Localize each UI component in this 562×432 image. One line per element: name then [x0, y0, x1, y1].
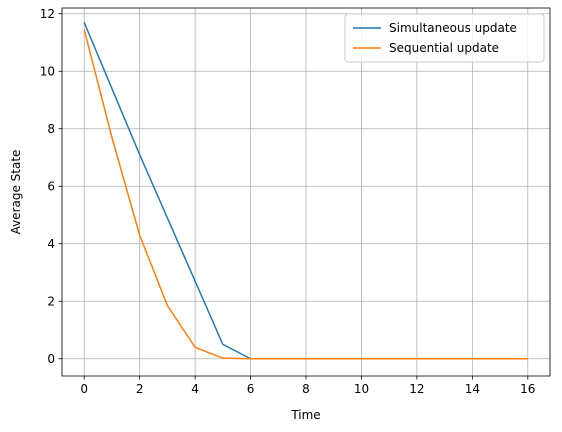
series-line-sequential	[83, 29, 528, 360]
y-tick-label: 6	[47, 179, 55, 193]
x-tick-label: 0	[80, 382, 88, 396]
x-tick-label: 10	[354, 382, 369, 396]
y-tick-label: 8	[47, 122, 55, 136]
x-tick-label: 4	[191, 382, 199, 396]
axis-ticks: 0 2 4 6 8 10 12 14 16 0 2 4 6 8 10 12	[40, 7, 536, 396]
y-axis-label: Average State	[9, 150, 23, 235]
x-tick-label: 16	[520, 382, 535, 396]
y-tick-label: 0	[47, 352, 55, 366]
x-axis-label: Time	[290, 408, 320, 422]
plot-series	[83, 22, 528, 360]
legend-entry-simultaneous: Simultaneous update	[389, 21, 517, 35]
x-tick-label: 8	[302, 382, 310, 396]
legend-box	[344, 13, 545, 63]
grid	[62, 8, 550, 376]
x-tick-label: 12	[409, 382, 424, 396]
y-tick-label: 10	[40, 64, 55, 78]
legend-entry-sequential: Sequential update	[389, 41, 499, 55]
y-tick-label: 4	[47, 237, 55, 251]
x-tick-label: 14	[465, 382, 480, 396]
x-tick-label: 6	[247, 382, 255, 396]
x-tick-label: 2	[136, 382, 144, 396]
y-tick-label: 12	[40, 7, 55, 21]
y-tick-label: 2	[47, 294, 55, 308]
legend: Simultaneous update Sequential update	[344, 13, 545, 63]
